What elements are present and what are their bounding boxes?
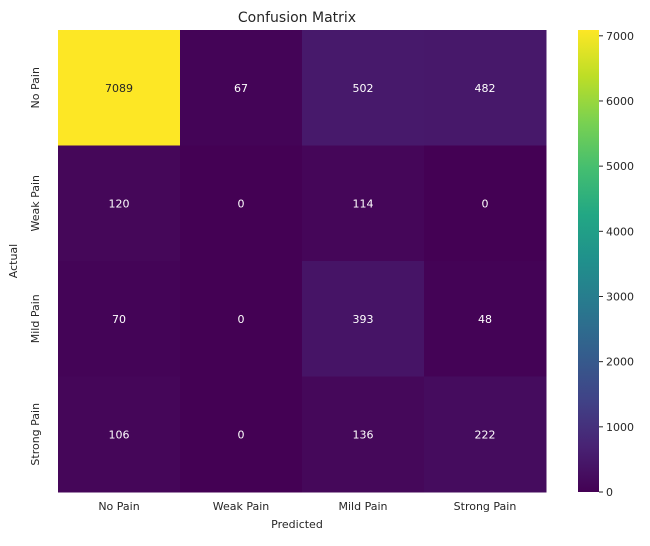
colorbar-tick-label: 0 [606, 486, 613, 499]
heatmap-cell-weak-pain-no-pain [58, 145, 181, 262]
colorbar-tick-label: 5000 [606, 160, 634, 173]
colorbar-tick-label: 6000 [606, 95, 634, 108]
y-tick-label-mild-pain: Mild Pain [29, 294, 42, 343]
cell-value-label: 136 [353, 428, 374, 441]
cell-value-label: 120 [109, 197, 130, 210]
cell-value-label: 482 [475, 82, 496, 95]
heatmap-cell-no-pain-no-pain [58, 30, 181, 146]
colorbar-ticks: 0 1000 2000 3000 4000 5000 6000 7000 [599, 30, 634, 499]
chart-title: Confusion Matrix [238, 10, 356, 26]
cell-value-label: 106 [109, 428, 130, 441]
colorbar-tick-label: 1000 [606, 421, 634, 434]
y-axis-label: Actual [7, 244, 20, 278]
y-tick-labels: No Pain Weak Pain Mild Pain Strong Pain [29, 67, 42, 466]
cell-value-label: 48 [478, 313, 492, 326]
cell-value-label: 67 [234, 82, 248, 95]
heatmap-cells [58, 30, 547, 493]
heatmap-cell-no-pain-weak-pain [180, 30, 303, 146]
heatmap-cell-weak-pain-mild-pain [302, 145, 425, 262]
heatmap-cell-mild-pain-no-pain [58, 261, 181, 377]
y-tick-label-weak-pain: Weak Pain [29, 175, 42, 232]
heatmap-annotations: 7089 67 502 482 120 0 114 0 70 0 393 48 106 0 136 222 [105, 82, 496, 442]
colorbar-tick-label: 2000 [606, 356, 634, 369]
x-tick-label-mild-pain: Mild Pain [339, 500, 388, 513]
cell-value-label: 0 [238, 197, 245, 210]
heatmap-cell-mild-pain-weak-pain [180, 261, 303, 377]
x-tick-label-no-pain: No Pain [98, 500, 139, 513]
y-tick-label-strong-pain: Strong Pain [29, 403, 42, 466]
heatmap-cell-strong-pain-no-pain [58, 376, 181, 493]
heatmap-cell-no-pain-mild-pain [302, 30, 425, 146]
cell-value-label: 222 [475, 428, 496, 441]
colorbar-tick-label: 7000 [606, 30, 634, 43]
heatmap-cell-no-pain-strong-pain [424, 30, 547, 146]
x-tick-label-strong-pain: Strong Pain [454, 500, 517, 513]
colorbar-tick-label: 4000 [606, 225, 634, 238]
cell-value-label: 0 [238, 313, 245, 326]
cell-value-label: 114 [353, 197, 374, 210]
heatmap-cell-weak-pain-strong-pain [424, 145, 547, 262]
heatmap-cell-strong-pain-mild-pain [302, 376, 425, 493]
cell-value-label: 0 [482, 197, 489, 210]
y-tick-label-no-pain: No Pain [29, 67, 42, 108]
cell-value-label: 7089 [105, 82, 133, 95]
heatmap-cell-strong-pain-weak-pain [180, 376, 303, 493]
heatmap-cell-mild-pain-mild-pain [302, 261, 425, 377]
cell-value-label: 70 [112, 313, 126, 326]
x-tick-label-weak-pain: Weak Pain [213, 500, 270, 513]
x-tick-labels: No Pain Weak Pain Mild Pain Strong Pain [98, 500, 516, 513]
heatmap-cell-mild-pain-strong-pain [424, 261, 547, 377]
colorbar-tick-label: 3000 [606, 290, 634, 303]
heatmap-cell-strong-pain-strong-pain [424, 376, 547, 493]
x-axis-label: Predicted [271, 518, 323, 531]
cell-value-label: 393 [353, 313, 374, 326]
heatmap-cell-weak-pain-weak-pain [180, 145, 303, 262]
colorbar [578, 30, 599, 492]
cell-value-label: 502 [353, 82, 374, 95]
cell-value-label: 0 [238, 428, 245, 441]
